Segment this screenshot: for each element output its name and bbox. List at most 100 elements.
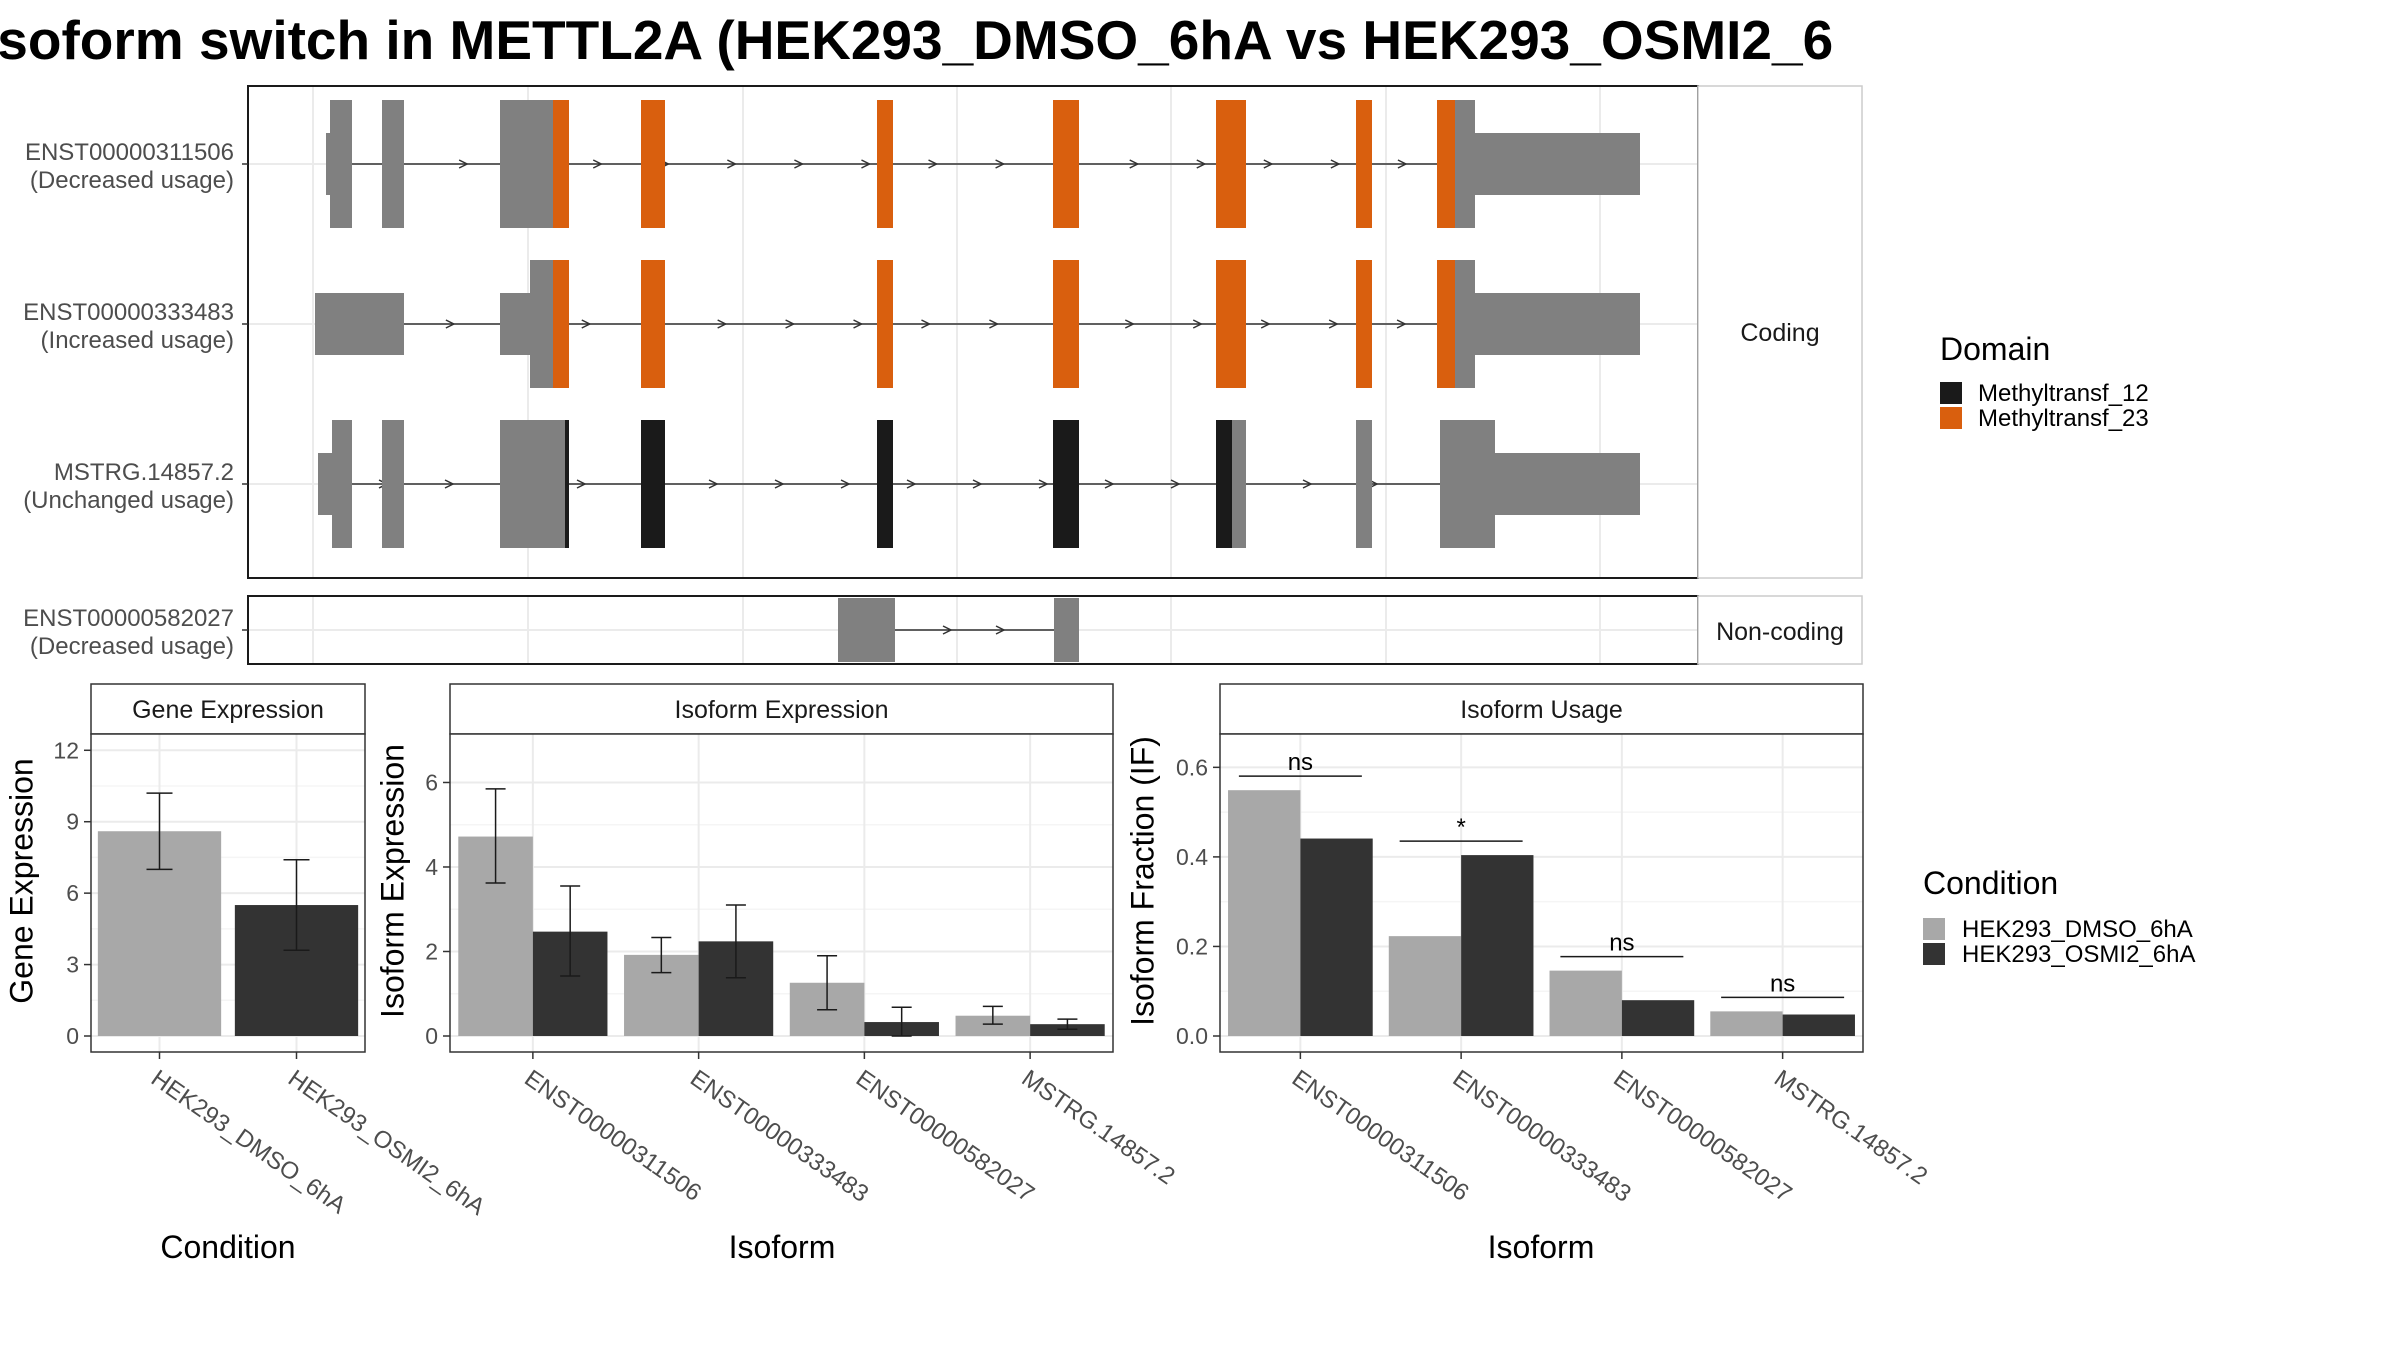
domain-23-exon	[1356, 260, 1372, 388]
panel-border	[1219, 733, 1864, 1053]
y-tick-label: 2	[425, 938, 438, 964]
domain-12-exon	[1216, 420, 1232, 548]
intron-arrow	[995, 159, 1006, 169]
utr-exon	[1475, 293, 1640, 355]
intron-arrow	[785, 319, 796, 329]
intron-arrow	[853, 319, 864, 329]
y-tick-label: 0.6	[1176, 754, 1208, 780]
coding-exon	[500, 100, 553, 228]
intron-arrow	[1330, 159, 1341, 169]
chart-0: Gene Expression036912HEK293_DMSO_6hAHEK2…	[3, 683, 490, 1265]
bar	[1549, 970, 1622, 1036]
domain-23-exon	[553, 100, 569, 228]
coding-exon	[330, 100, 352, 228]
x-tick-label: ENST00000333483	[1448, 1065, 1636, 1208]
isoform-label-id: MSTRG.14857.2	[54, 459, 234, 486]
y-tick-label: 0.4	[1176, 844, 1208, 870]
bar	[1782, 1014, 1855, 1036]
significance-label: ns	[1288, 749, 1313, 776]
bar	[955, 1015, 1031, 1036]
isoform-label-id: ENST00000582027	[23, 605, 234, 632]
intron-arrow	[708, 479, 719, 489]
isoform-label-id: ENST00000311506	[25, 139, 234, 166]
domain-23-exon	[1437, 260, 1455, 388]
utr-exon	[500, 293, 530, 355]
y-tick-label: 12	[53, 737, 79, 763]
intron-arrow	[445, 319, 456, 329]
domain-12-exon	[877, 420, 893, 548]
domain-23-exon	[641, 100, 665, 228]
y-tick-label: 0	[425, 1023, 438, 1049]
intron-arrow	[906, 479, 917, 489]
chart-2: Isoform Usage ns * ns ns 0.0 0.2 0.4 0.6 ENST0000…	[1124, 683, 1932, 1265]
chart-1: Isoform Expression0246ENST00000311506ENS…	[374, 683, 1180, 1265]
isoform-label-usage: (Increased usage)	[41, 327, 234, 354]
intron-arrow	[1196, 159, 1207, 169]
domain-legend-label: Methyltransf_12	[1978, 380, 2149, 407]
domain-legend-swatch	[1940, 382, 1962, 404]
intron-arrow	[1397, 159, 1408, 169]
bar	[1710, 1011, 1783, 1036]
intron-arrow	[1104, 479, 1115, 489]
isoform-label-usage: (Unchanged usage)	[23, 487, 234, 514]
intron-arrow	[581, 319, 592, 329]
x-axis-title: Isoform	[729, 1229, 836, 1265]
intron-arrow	[1260, 319, 1271, 329]
intron-arrow	[921, 319, 932, 329]
x-tick-label: MSTRG.14857.2	[1017, 1065, 1180, 1190]
condition-legend-label: HEK293_DMSO_6hA	[1962, 916, 2193, 943]
domain-legend-label: Methyltransf_23	[1978, 405, 2149, 432]
coding-exon	[530, 260, 553, 388]
facet-strip-coding	[1697, 85, 1863, 579]
coding-exon	[500, 420, 565, 548]
y-tick-label: 0.0	[1176, 1023, 1208, 1049]
x-tick-label: ENST00000333483	[685, 1065, 873, 1208]
noncoding-exon	[1054, 598, 1079, 662]
y-axis-title: Isoform Expression	[374, 744, 410, 1018]
panel-title: Isoform Usage	[1460, 696, 1623, 724]
significance-label: ns	[1609, 930, 1634, 957]
intron-arrow	[1124, 319, 1135, 329]
domain-23-exon	[877, 260, 893, 388]
intron-arrow	[576, 479, 587, 489]
intron-arrow	[861, 159, 872, 169]
plot-title: Isoform switch in METTL2A (HEK293_DMSO_6…	[0, 9, 1834, 71]
intron-arrow	[989, 319, 1000, 329]
intron-arrow	[928, 159, 939, 169]
significance-label: ns	[1770, 970, 1795, 997]
domain-23-exon	[1356, 100, 1372, 228]
intron-arrow	[942, 625, 953, 635]
bar	[1228, 790, 1301, 1036]
intron-arrow	[1302, 479, 1313, 489]
intron-arrow	[794, 159, 805, 169]
significance-label: *	[1456, 814, 1465, 841]
utr-exon	[315, 293, 404, 355]
x-tick-label: ENST00000582027	[1608, 1065, 1796, 1208]
domain-12-exon	[565, 420, 569, 548]
noncoding-exon	[838, 598, 895, 662]
domain-12-exon	[641, 420, 665, 548]
x-tick-label: MSTRG.14857.2	[1769, 1065, 1932, 1190]
y-tick-label: 0.2	[1176, 933, 1208, 959]
coding-exon	[382, 100, 404, 228]
y-tick-label: 3	[66, 952, 79, 978]
facet-strip-noncoding	[1697, 595, 1863, 665]
domain-23-exon	[1216, 100, 1246, 228]
intron-arrow	[972, 479, 983, 489]
domain-23-exon	[1216, 260, 1246, 388]
intron-arrow	[717, 319, 728, 329]
facet-label-noncoding: Non-coding	[1716, 618, 1844, 646]
domain-23-exon	[877, 100, 893, 228]
y-tick-label: 9	[66, 809, 79, 835]
isoform-label-id: ENST00000333483	[23, 299, 234, 326]
x-axis-title: Condition	[160, 1229, 295, 1265]
intron-arrow	[1263, 159, 1274, 169]
domain-23-exon	[553, 260, 569, 388]
intron-arrow	[1170, 479, 1181, 489]
y-tick-label: 6	[66, 880, 79, 906]
coding-exon	[1356, 420, 1372, 548]
x-tick-label: ENST00000311506	[519, 1065, 706, 1207]
coding-exon	[1455, 260, 1475, 388]
panel-border	[449, 733, 1114, 1053]
